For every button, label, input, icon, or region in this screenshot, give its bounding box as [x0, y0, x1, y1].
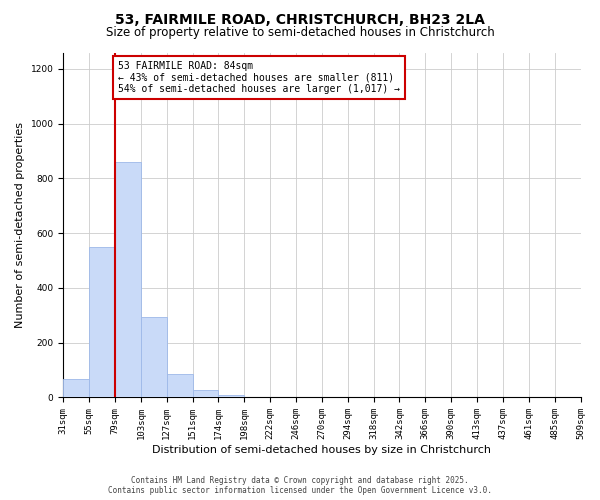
- Bar: [218, 394, 244, 398]
- Bar: [89, 247, 115, 398]
- Bar: [193, 390, 218, 398]
- Bar: [115, 162, 141, 398]
- Text: Contains HM Land Registry data © Crown copyright and database right 2025.
Contai: Contains HM Land Registry data © Crown c…: [108, 476, 492, 495]
- Text: 53, FAIRMILE ROAD, CHRISTCHURCH, BH23 2LA: 53, FAIRMILE ROAD, CHRISTCHURCH, BH23 2L…: [115, 12, 485, 26]
- Bar: [167, 374, 193, 398]
- X-axis label: Distribution of semi-detached houses by size in Christchurch: Distribution of semi-detached houses by …: [152, 445, 491, 455]
- Text: Size of property relative to semi-detached houses in Christchurch: Size of property relative to semi-detach…: [106, 26, 494, 39]
- Text: 53 FAIRMILE ROAD: 84sqm
← 43% of semi-detached houses are smaller (811)
54% of s: 53 FAIRMILE ROAD: 84sqm ← 43% of semi-de…: [118, 60, 400, 94]
- Y-axis label: Number of semi-detached properties: Number of semi-detached properties: [15, 122, 25, 328]
- Bar: [141, 316, 167, 398]
- Bar: [63, 379, 89, 398]
